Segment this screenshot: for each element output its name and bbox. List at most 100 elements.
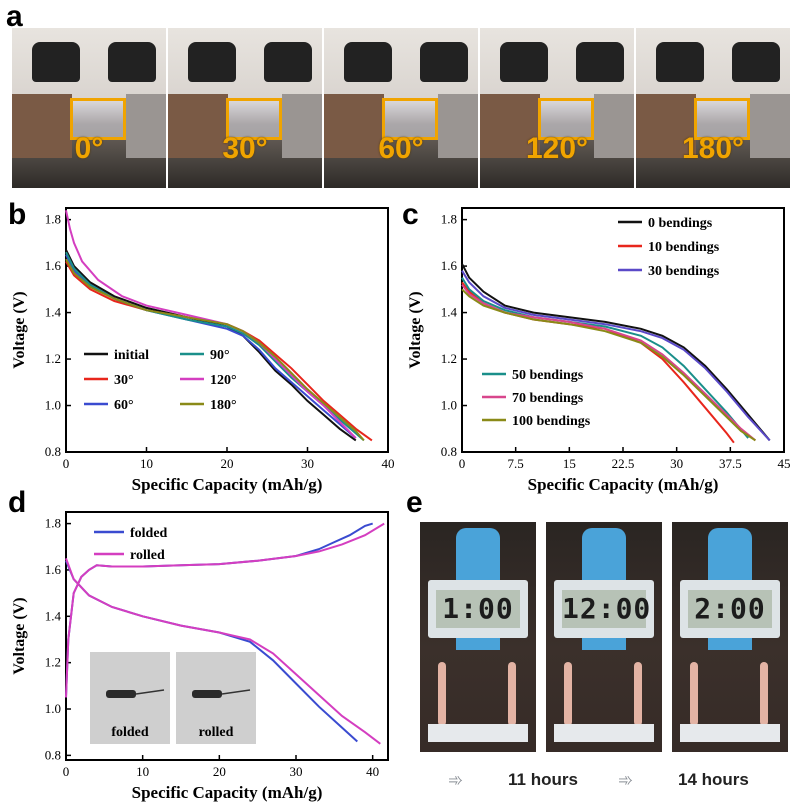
legend-label: 180° [210, 398, 237, 413]
chart-b: 0 10 20 30 40 0.8 1.0 1.2 1.4 1.6 1.8 Specific Capa… [11, 207, 395, 494]
angle-label: 30° [222, 132, 268, 165]
inset-wire [135, 689, 165, 695]
clamp-knob-icon [420, 42, 468, 82]
electrode-lead [634, 662, 642, 726]
x-tick-label: 7.5 [508, 456, 524, 471]
series-line [65, 258, 365, 442]
y-tick-label: 1.0 [45, 398, 61, 413]
battery-cell [428, 724, 528, 742]
x-tick-label: 15 [563, 456, 576, 471]
panel-label-c: c [402, 198, 419, 231]
sample-highlight-box [538, 98, 594, 140]
clamp-left [324, 94, 384, 158]
x-tick-label: 0 [63, 456, 70, 471]
electrode-lead [438, 662, 446, 726]
y-axis-label: Voltage (V) [407, 291, 424, 368]
angle-label: 120° [525, 132, 589, 165]
angle-label: 0° [74, 132, 104, 165]
clamp-right [126, 94, 166, 158]
chart-c: 0 7.5 15 22.5 30 37.5 45 0.8 1.0 1.2 1.4 1.6 1.8 Spec… [407, 207, 791, 494]
clock-stand [582, 638, 626, 650]
clock-display: 2:00 [688, 590, 772, 628]
legend-label: folded [130, 526, 168, 541]
clamp-knob-icon [188, 42, 236, 82]
series-line [461, 288, 756, 442]
inset-sample [106, 690, 136, 698]
clamp-left [12, 94, 72, 158]
clamp-right [282, 94, 322, 158]
plot-frame [461, 207, 785, 453]
series-line [461, 270, 771, 442]
clamp-knob-icon [732, 42, 780, 82]
clamp-knob-icon [500, 42, 548, 82]
legend-label: 100 bendings [512, 414, 591, 429]
legend-label: 10 bendings [648, 240, 720, 255]
series-line [461, 263, 771, 442]
legend-label: rolled [130, 548, 165, 563]
x-tick-label: 10 [140, 456, 153, 471]
y-tick-label: 1.4 [441, 305, 458, 320]
sample-highlight-box [382, 98, 438, 140]
clock-stand [456, 638, 500, 650]
bending-photo-strip: 0° 30° 60° 120° 180° [12, 28, 792, 188]
x-tick-label: 10 [136, 764, 149, 779]
sample-highlight-box [70, 98, 126, 140]
x-tick-label: 40 [382, 456, 395, 471]
plot-frame [65, 511, 389, 761]
angle-label: 180° [681, 132, 745, 165]
bending-photo: 60° [324, 28, 478, 188]
clamp-knob-icon [32, 42, 80, 82]
chart-d: 0 10 20 30 40 0.8 1.0 1.2 1.4 1.6 1.8 Specific Capa… [11, 511, 389, 802]
electrode-lead [760, 662, 768, 726]
x-tick-label: 37.5 [719, 456, 742, 471]
x-tick-label: 30 [670, 456, 683, 471]
series-line [65, 522, 385, 698]
clamp-left [480, 94, 540, 158]
legend-label: 50 bendings [512, 368, 584, 383]
panel-label-e: e [406, 486, 423, 519]
panel-label-d: d [8, 486, 27, 519]
x-tick-label: 30 [301, 456, 314, 471]
clock-photo: 12:00 [546, 522, 662, 752]
battery-cell [680, 724, 780, 742]
clamp-knob-icon [656, 42, 704, 82]
series-line [65, 558, 381, 745]
y-tick-label: 1.4 [45, 608, 62, 623]
y-axis-label: Voltage (V) [11, 597, 28, 674]
clamp-right [438, 94, 478, 158]
x-tick-label: 20 [221, 456, 234, 471]
x-tick-label: 20 [213, 764, 226, 779]
legend-label: 90° [210, 348, 230, 363]
y-tick-label: 1.6 [45, 258, 62, 273]
y-tick-label: 1.4 [45, 305, 62, 320]
clock-photo: 1:00 [420, 522, 536, 752]
panel-label-a: a [6, 0, 23, 33]
x-tick-label: 22.5 [612, 456, 635, 471]
y-tick-label: 1.6 [441, 258, 458, 273]
electrode-lead [508, 662, 516, 726]
x-tick-label: 40 [366, 764, 379, 779]
panel-label-b: b [8, 198, 27, 231]
clock-display: 1:00 [436, 590, 520, 628]
x-tick-label: 0 [459, 456, 466, 471]
y-tick-label: 0.8 [441, 444, 457, 459]
bending-photo: 0° [12, 28, 166, 188]
y-tick-label: 1.2 [441, 351, 457, 366]
legend-label: 30° [114, 373, 134, 388]
clock-display: 12:00 [562, 590, 650, 628]
bending-photo: 120° [480, 28, 634, 188]
electrode-lead [564, 662, 572, 726]
x-tick-label: 45 [778, 456, 791, 471]
sample-highlight-box [226, 98, 282, 140]
angle-label: 60° [378, 132, 424, 165]
y-tick-label: 1.0 [45, 701, 61, 716]
clamp-knob-icon [344, 42, 392, 82]
clamp-right [594, 94, 634, 158]
y-tick-label: 1.2 [45, 655, 61, 670]
legend-label: 30 bendings [648, 264, 720, 279]
clamp-right [750, 94, 790, 158]
y-tick-label: 1.0 [441, 398, 457, 413]
y-tick-label: 0.8 [45, 747, 61, 762]
clamp-knob-icon [108, 42, 156, 82]
x-axis-label: Specific Capacity (mAh/g) [132, 783, 323, 802]
